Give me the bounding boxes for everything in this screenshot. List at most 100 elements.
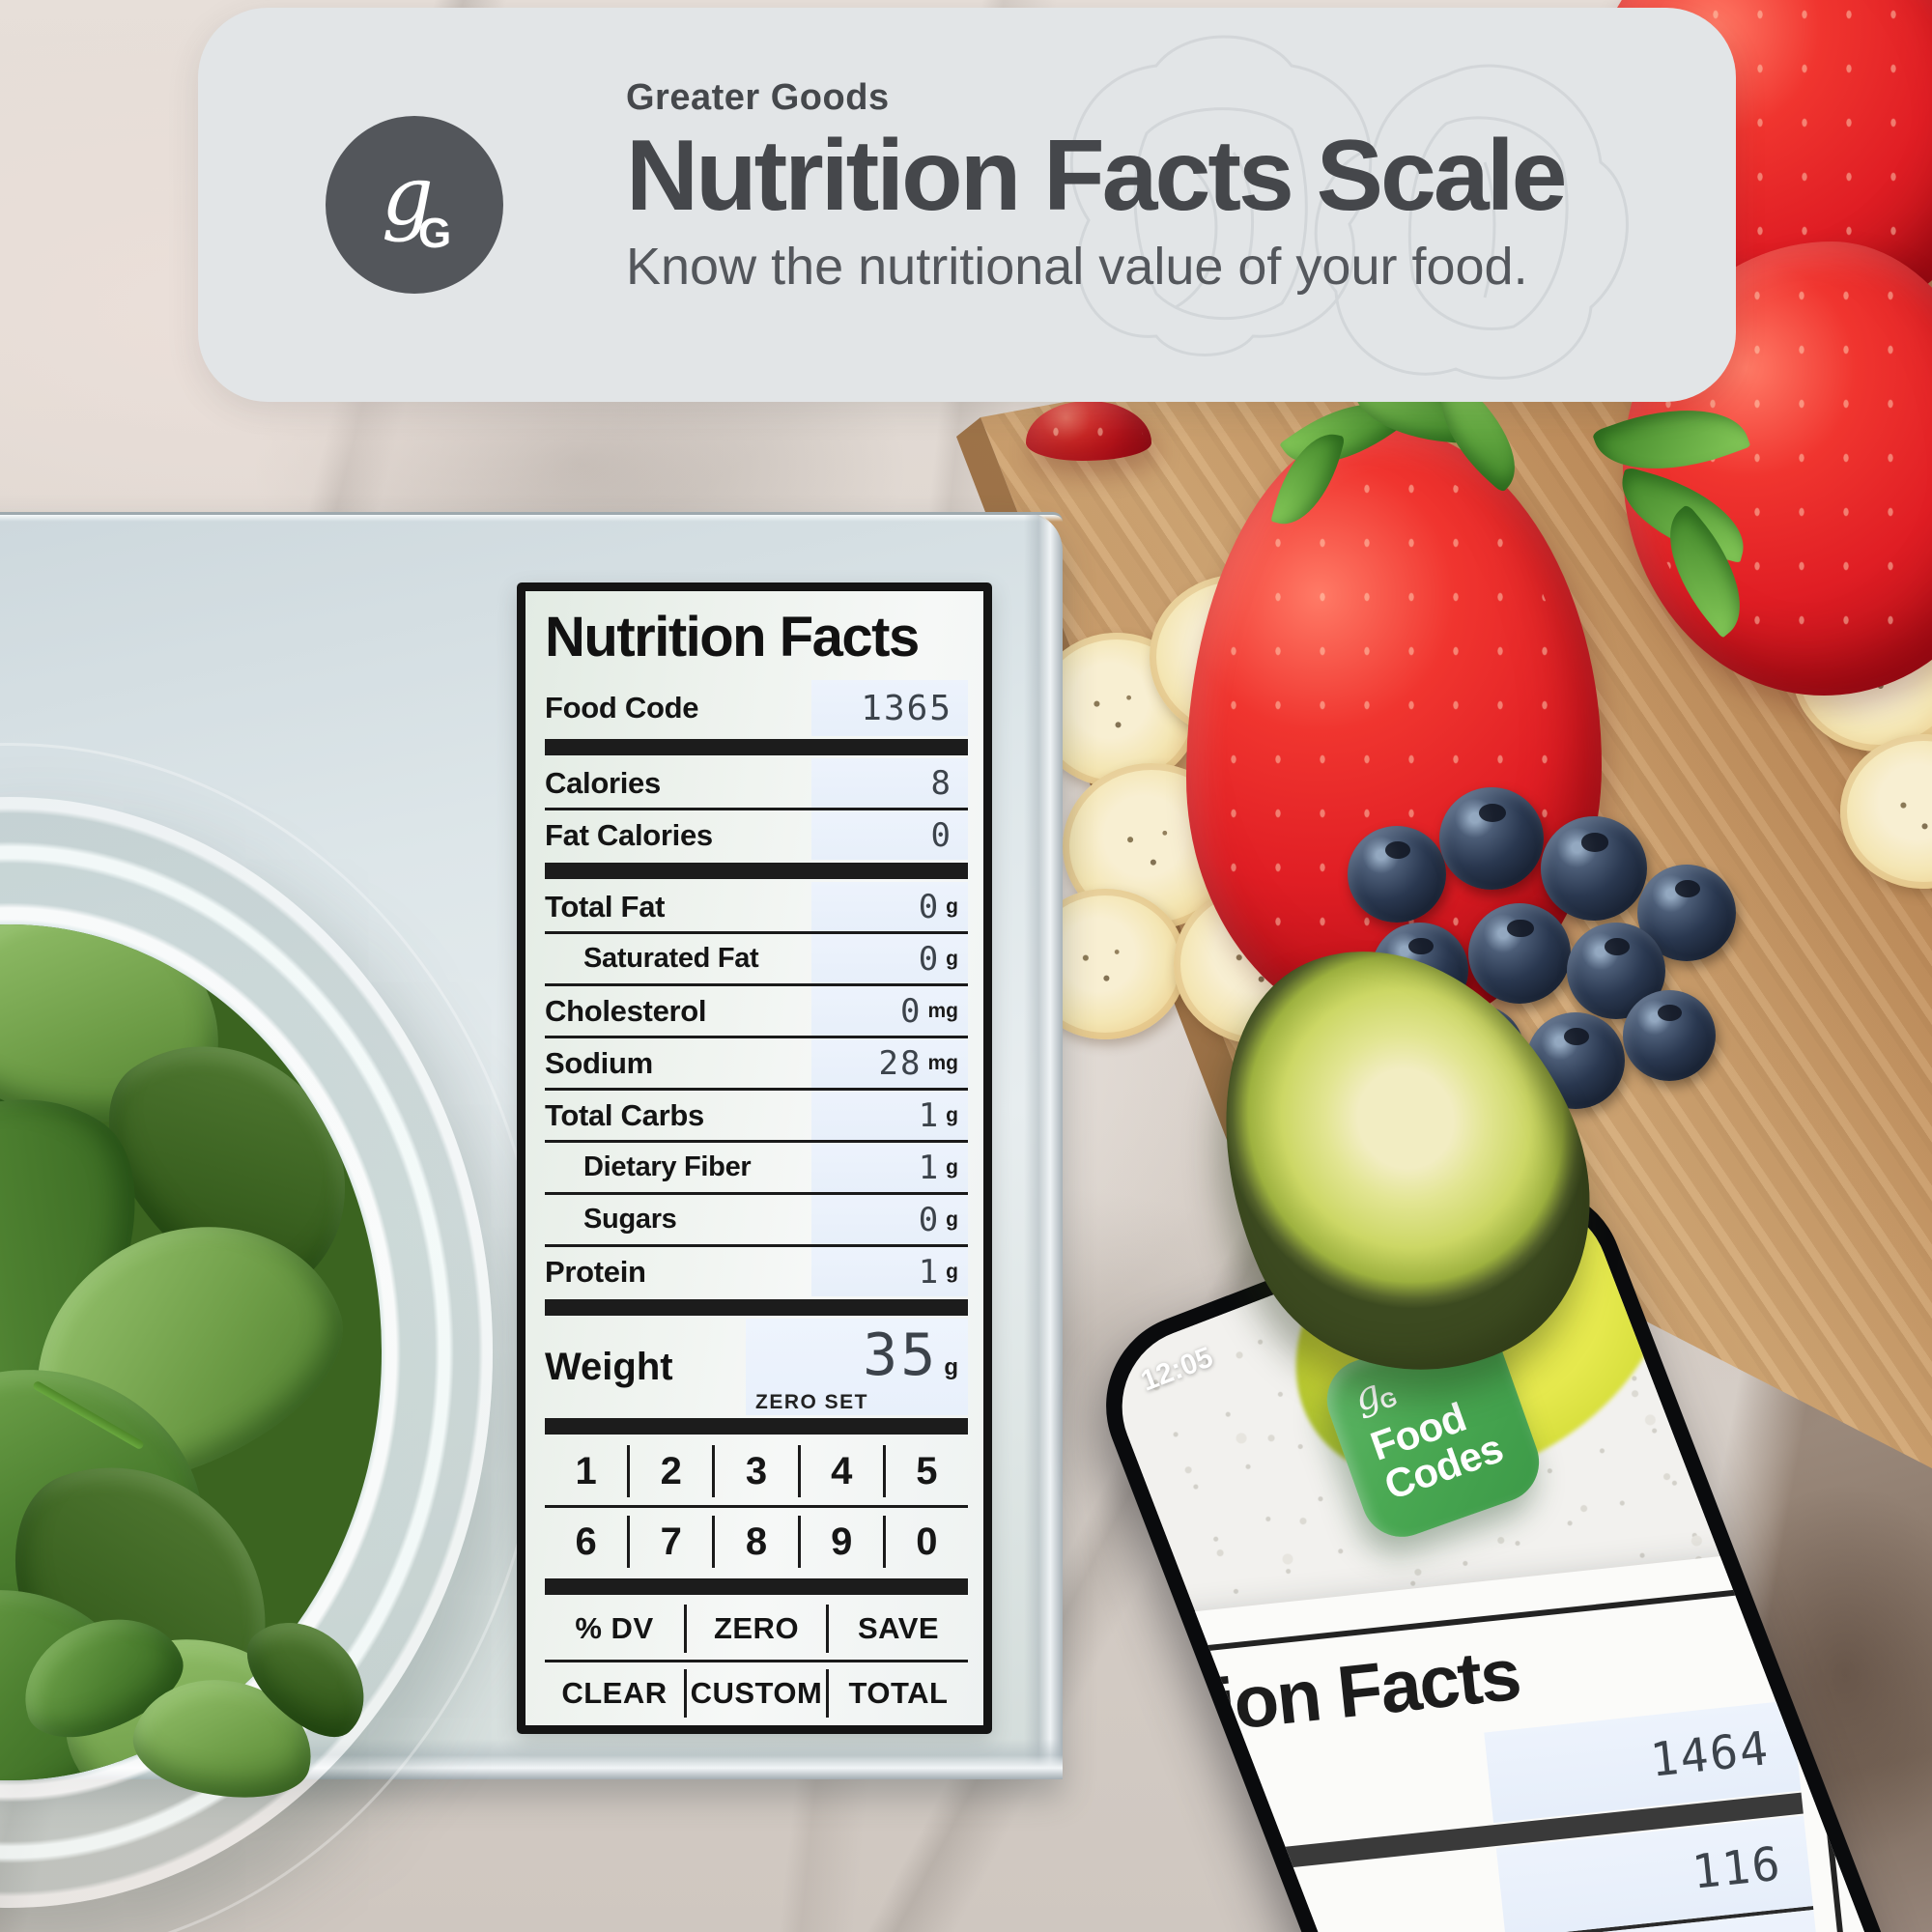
row-unit: g bbox=[946, 1155, 958, 1179]
key-separator bbox=[826, 1669, 829, 1718]
row-label: Total Fat bbox=[545, 889, 666, 923]
divider-thick bbox=[545, 739, 968, 755]
panel-row-cholesterol: Cholesterol 0 mg bbox=[545, 986, 968, 1036]
total-button[interactable]: TOTAL bbox=[848, 1676, 949, 1710]
display-panel: Nutrition Facts Food Code 1365 Calories … bbox=[517, 582, 992, 1734]
lcd-value: 1464 bbox=[1647, 1721, 1773, 1788]
row-label: Sugars bbox=[583, 1204, 677, 1235]
scale-silver-edge bbox=[1024, 512, 1063, 1779]
key-4[interactable]: 4 bbox=[831, 1449, 853, 1492]
divider-thin bbox=[545, 1192, 968, 1195]
panel-row-calories: Calories 8 bbox=[545, 758, 968, 808]
blueberry bbox=[1541, 816, 1647, 921]
scale-glass-edge bbox=[0, 512, 1063, 522]
function-row-2: CLEAR CUSTOM TOTAL bbox=[545, 1662, 968, 1724]
gg-logo-icon: g G bbox=[326, 116, 503, 294]
lcd-value: 0 bbox=[918, 887, 941, 926]
blueberry bbox=[1468, 903, 1571, 1004]
percent-dv-button[interactable]: % DV bbox=[575, 1611, 654, 1645]
row-label: Total Carbs bbox=[545, 1097, 704, 1132]
row-label: Calories bbox=[1098, 1898, 1225, 1932]
lcd-value: 0 bbox=[918, 1200, 941, 1239]
row-label: Calories bbox=[545, 765, 661, 800]
function-row-1: % DV ZERO SAVE bbox=[545, 1598, 968, 1660]
lcd-value: 0 bbox=[900, 991, 923, 1031]
key-separator bbox=[627, 1516, 631, 1568]
brand-name: Greater Goods bbox=[626, 77, 890, 118]
lcd-value: 1 bbox=[918, 1148, 941, 1187]
key-separator bbox=[712, 1445, 716, 1497]
key-1[interactable]: 1 bbox=[575, 1449, 597, 1492]
key-6[interactable]: 6 bbox=[575, 1520, 597, 1563]
row-unit: mg bbox=[927, 1051, 959, 1074]
blueberry bbox=[1623, 990, 1716, 1081]
lcd-value: 28 bbox=[878, 1043, 923, 1083]
lcd-value: 8 bbox=[930, 763, 952, 803]
divider-thin bbox=[545, 808, 968, 810]
spinach-leaf bbox=[0, 1405, 11, 1762]
panel-row-weight: Weight 35 g ZERO SET bbox=[545, 1319, 968, 1415]
divider-thin bbox=[545, 1140, 968, 1143]
weight-label: Weight bbox=[545, 1345, 673, 1388]
zero-set-status: ZERO SET bbox=[755, 1391, 869, 1413]
key-separator bbox=[684, 1669, 687, 1718]
phone-time: 12:05 bbox=[1136, 1341, 1218, 1398]
row-label: Protein bbox=[545, 1254, 646, 1289]
key-7[interactable]: 7 bbox=[660, 1520, 682, 1563]
spinach-stem bbox=[31, 1379, 146, 1451]
row-label: Food Code bbox=[545, 691, 699, 724]
key-8[interactable]: 8 bbox=[745, 1520, 768, 1563]
divider-thick bbox=[545, 863, 968, 879]
divider-thick bbox=[545, 1299, 968, 1316]
divider-thick bbox=[545, 1418, 968, 1435]
keypad-row-2: 6 7 8 9 0 bbox=[545, 1508, 968, 1576]
key-9[interactable]: 9 bbox=[831, 1520, 853, 1563]
key-5[interactable]: 5 bbox=[916, 1449, 938, 1492]
row-unit: g bbox=[946, 895, 958, 918]
row-label: Fat Calories bbox=[545, 817, 713, 852]
key-3[interactable]: 3 bbox=[745, 1449, 768, 1492]
lcd-value: 1365 bbox=[861, 688, 952, 728]
blueberry bbox=[1348, 826, 1446, 923]
divider-thin bbox=[545, 1244, 968, 1247]
custom-button[interactable]: CUSTOM bbox=[690, 1676, 823, 1710]
clear-button[interactable]: CLEAR bbox=[561, 1676, 668, 1710]
weight-unit: g bbox=[944, 1354, 958, 1380]
divider-thin bbox=[545, 1036, 968, 1038]
key-2[interactable]: 2 bbox=[660, 1449, 682, 1492]
keypad-row-1: 1 2 3 4 5 bbox=[545, 1437, 968, 1505]
spinach-leaf bbox=[0, 1184, 374, 1513]
spinach-leaf bbox=[74, 994, 382, 1332]
key-separator bbox=[826, 1605, 829, 1653]
lcd-value: 116 bbox=[1690, 1836, 1785, 1900]
header-banner: g G Greater Goods Nutrition Facts Scale … bbox=[198, 8, 1736, 402]
row-label: Sodium bbox=[545, 1045, 653, 1080]
key-separator bbox=[627, 1445, 631, 1497]
divider-thin bbox=[545, 1088, 968, 1091]
row-label: Food Code bbox=[1098, 1777, 1266, 1848]
lcd-value: 1 bbox=[918, 1095, 941, 1135]
divider-thin bbox=[545, 1505, 968, 1508]
key-separator bbox=[882, 1516, 886, 1568]
key-0[interactable]: 0 bbox=[916, 1520, 938, 1563]
row-unit: g bbox=[946, 1208, 958, 1231]
blueberry bbox=[1439, 787, 1544, 890]
spinach-leaf bbox=[0, 924, 251, 1160]
key-separator bbox=[684, 1605, 687, 1653]
weight-lcd-value: 35 bbox=[863, 1321, 939, 1389]
row-unit: g bbox=[946, 1260, 958, 1283]
lcd-value: 0 bbox=[930, 815, 952, 855]
panel-header: Nutrition Facts bbox=[545, 606, 920, 668]
zero-button[interactable]: ZERO bbox=[713, 1611, 800, 1645]
divider-thick bbox=[545, 1578, 968, 1595]
save-button[interactable]: SAVE bbox=[857, 1611, 940, 1645]
row-label: Cholesterol bbox=[545, 993, 707, 1028]
row-unit: g bbox=[946, 1103, 958, 1126]
divider-thin bbox=[545, 983, 968, 986]
